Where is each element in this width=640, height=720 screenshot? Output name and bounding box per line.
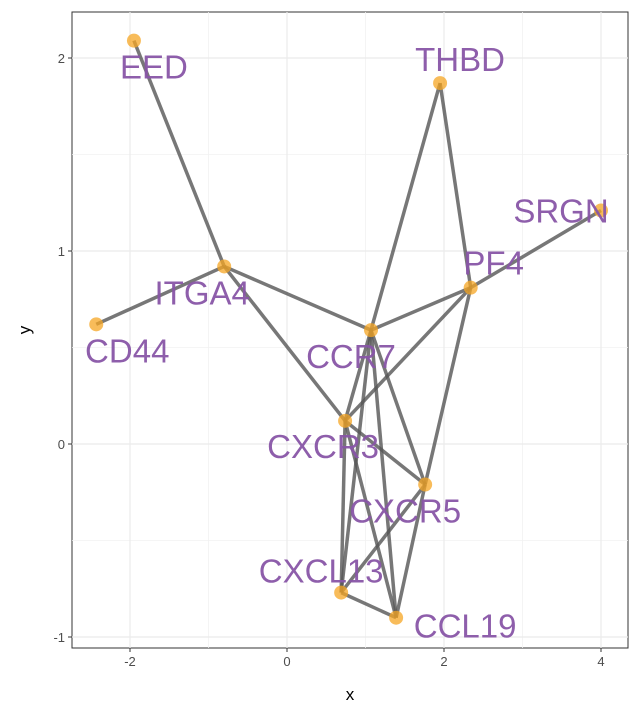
x-tick-label: -2 xyxy=(124,654,136,669)
node-label-ccr7: CCR7 xyxy=(306,338,396,375)
edge-cxcr3-cxcl13 xyxy=(339,420,347,593)
node-label-srgn: SRGN xyxy=(513,192,608,229)
node-label-cxcr3: CXCR3 xyxy=(267,428,379,465)
node-thbd xyxy=(433,76,448,91)
node-label-ccl19: CCL19 xyxy=(414,608,517,645)
edge-ccr7-ccl19 xyxy=(369,329,398,618)
edge-pf4-cxcr5 xyxy=(423,287,473,485)
node-label-thbd: THBD xyxy=(415,41,505,78)
x-tick-label: 4 xyxy=(597,654,604,669)
edge-cxcr3-cxcr5 xyxy=(344,419,427,486)
node-label-cxcl13: CXCL13 xyxy=(259,553,384,590)
y-tick-label: 2 xyxy=(58,51,65,66)
edge-cd44-itga4 xyxy=(95,264,225,326)
x-axis-label: x xyxy=(346,685,355,704)
edge-thbd-pf4 xyxy=(438,82,473,288)
edge-pf4-cxcr3 xyxy=(343,286,472,423)
node-cxcl13 xyxy=(334,585,349,600)
edge-ccr7-cxcr5 xyxy=(369,329,427,486)
node-cxcr3 xyxy=(338,413,353,428)
y-tick-label: 1 xyxy=(58,244,65,259)
edge-thbd-ccr7 xyxy=(369,82,442,331)
edge-itga4-ccr7 xyxy=(223,264,372,332)
node-ccl19 xyxy=(389,610,404,625)
node-label-itga4: ITGA4 xyxy=(155,274,250,311)
node-label-eed: EED xyxy=(120,49,188,86)
node-label-pf4: PF4 xyxy=(463,245,524,282)
edge-itga4-cxcr3 xyxy=(222,265,347,422)
node-eed xyxy=(126,33,141,48)
node-ccr7 xyxy=(363,323,378,338)
edge-cxcr5-ccl19 xyxy=(394,484,427,619)
y-axis-label: y xyxy=(15,325,34,334)
edge-eed-itga4 xyxy=(132,39,226,268)
node-label-cxcr5: CXCR5 xyxy=(349,493,461,530)
edge-ccr7-cxcr3 xyxy=(343,329,373,422)
edge-pf4-ccr7 xyxy=(370,286,472,332)
edge-cxcr5-cxcl13 xyxy=(339,483,427,594)
edge-srgn-pf4 xyxy=(469,208,602,290)
node-itga4 xyxy=(217,259,232,274)
y-tick-label: 0 xyxy=(58,437,65,452)
edge-cxcr3-ccl19 xyxy=(343,420,398,619)
x-tick-label: 0 xyxy=(283,654,290,669)
node-cd44 xyxy=(89,317,104,332)
y-tick-label: -1 xyxy=(53,630,65,645)
node-srgn xyxy=(594,203,608,218)
node-label-cd44: CD44 xyxy=(85,332,169,369)
node-cxcr5 xyxy=(418,477,433,492)
edge-cxcl13-ccl19 xyxy=(340,591,397,620)
node-pf4 xyxy=(463,280,478,295)
x-tick-label: 2 xyxy=(440,654,447,669)
